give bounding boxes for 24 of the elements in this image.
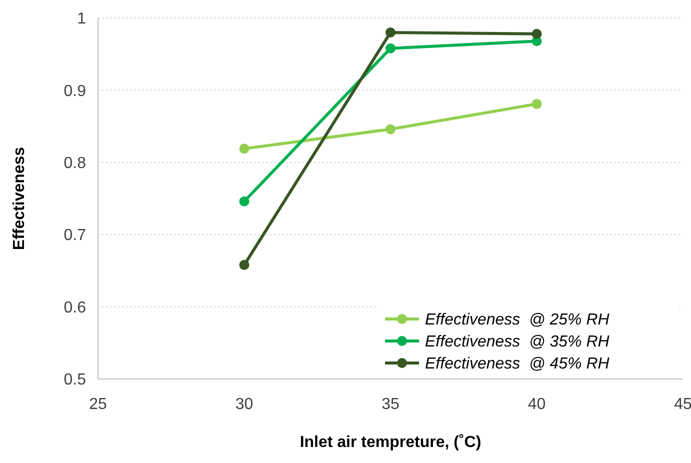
y-tick-label: 0.6	[64, 299, 86, 316]
point	[532, 98, 542, 109]
x-tick-label: 40	[528, 396, 546, 413]
x-tick-label: 25	[89, 396, 107, 413]
y-tick-label: 0.7	[64, 227, 86, 244]
x-tick-label: 30	[235, 396, 254, 413]
x-tick-label: 45	[674, 396, 691, 413]
point	[239, 144, 250, 154]
point	[239, 260, 250, 270]
y-tick-label: 0.9	[64, 82, 86, 100]
y-tick-label: 1	[77, 10, 86, 28]
y-axis-title: Effectiveness	[11, 146, 28, 250]
legend-label: Effectiveness @ 25% RH	[425, 312, 610, 329]
legend-label: Effectiveness @ 45% RH	[425, 356, 610, 373]
legend-label: Effectiveness @ 35% RH	[425, 334, 610, 351]
y-tick-label: 0.5	[64, 372, 86, 389]
point	[386, 124, 396, 134]
x-tick-label: 35	[382, 396, 400, 413]
point	[386, 43, 396, 54]
point	[532, 28, 542, 39]
x-axis-title: Inlet air tempreture, (˚C)	[300, 434, 482, 451]
point	[386, 27, 396, 38]
y-tick-label: 0.8	[64, 155, 86, 172]
point	[239, 196, 250, 206]
